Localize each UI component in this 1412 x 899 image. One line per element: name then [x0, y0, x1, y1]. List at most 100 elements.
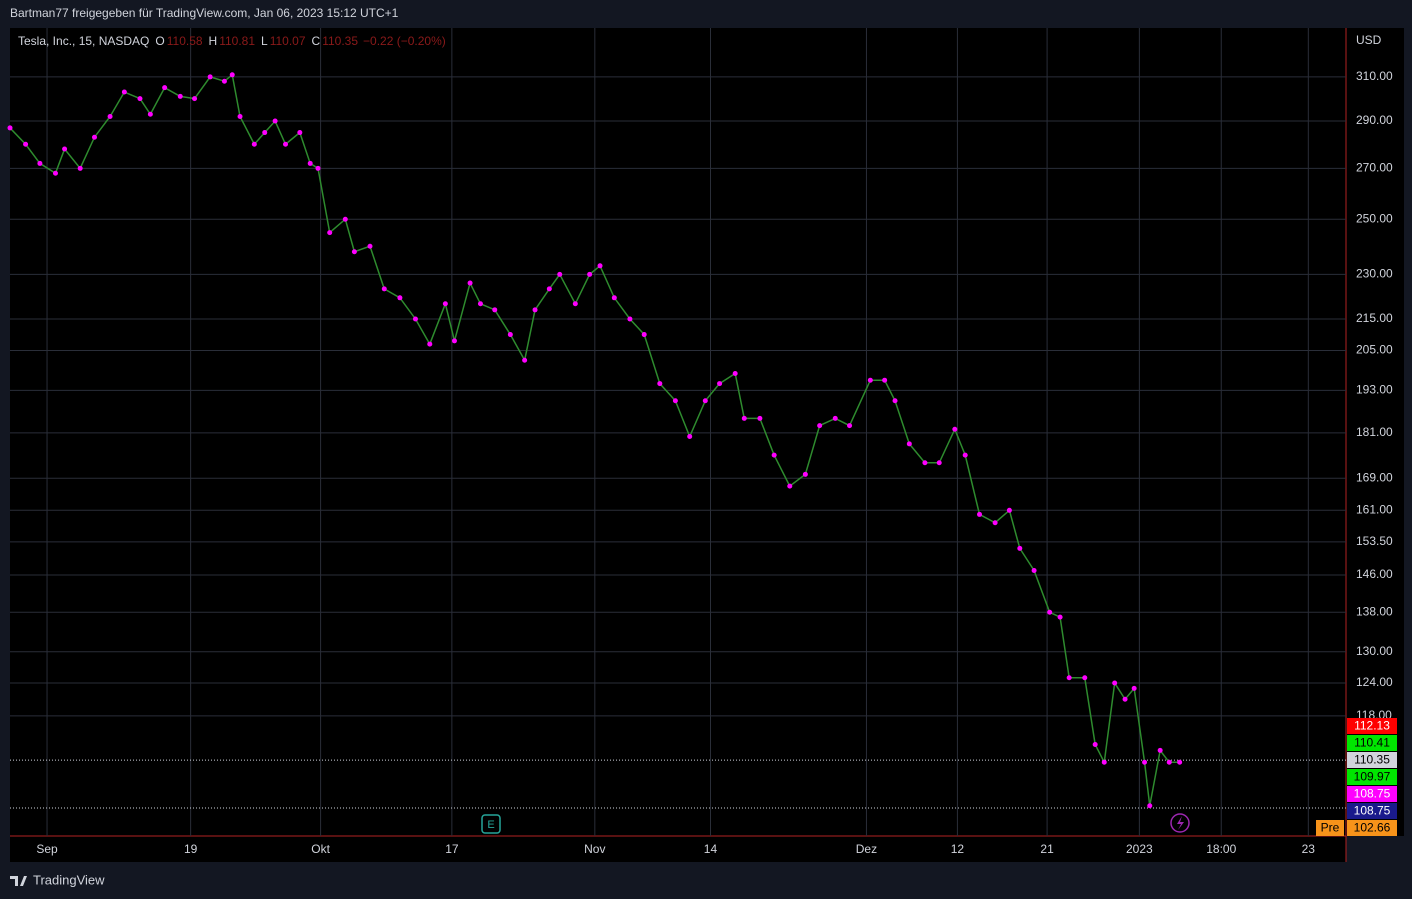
- trend-dot: [657, 381, 663, 387]
- legend-item: 110.07: [270, 34, 306, 48]
- y-tick-label: 130.00: [1356, 644, 1393, 658]
- trend-dot: [62, 146, 68, 152]
- legend-item: 110.35: [322, 34, 358, 48]
- trend-dot: [532, 307, 538, 313]
- trend-dot: [771, 452, 777, 458]
- trend-dot: [1142, 759, 1148, 765]
- trend-dot: [192, 96, 198, 102]
- trend-dot: [1177, 759, 1183, 765]
- tradingview-logo[interactable]: TradingView: [10, 872, 105, 887]
- trend-dot: [77, 165, 83, 171]
- trend-dot: [251, 141, 257, 147]
- trend-dot: [611, 295, 617, 301]
- price-tag: [1347, 718, 1397, 734]
- price-tag-label: 109.97: [1354, 770, 1391, 784]
- trend-dot: [572, 301, 578, 307]
- legend-item: Tesla, Inc., 15, NASDAQ: [18, 34, 149, 48]
- x-tick-label: Okt: [311, 842, 330, 856]
- y-tick-label: 161.00: [1356, 502, 1393, 516]
- trend-dot: [1101, 759, 1107, 765]
- trend-dot: [962, 452, 968, 458]
- split-icon[interactable]: [1170, 813, 1190, 833]
- trend-dot: [177, 93, 183, 99]
- y-tick-label: 138.00: [1356, 604, 1393, 618]
- trend-dot: [867, 377, 873, 383]
- x-tick-label: 2023: [1126, 842, 1153, 856]
- trend-dot: [381, 286, 387, 292]
- trend-dot: [307, 160, 313, 166]
- brand: TradingView: [33, 872, 105, 887]
- trend-dot: [741, 415, 747, 421]
- price-tag: [1347, 786, 1397, 802]
- price-tag: [1347, 769, 1397, 785]
- trend-dot: [52, 170, 58, 176]
- trend-dot: [37, 160, 43, 166]
- trend-dot: [427, 341, 433, 347]
- earnings-icon[interactable]: E: [481, 814, 501, 834]
- trend-dot: [221, 78, 227, 84]
- price-tag-label: 108.75: [1354, 787, 1391, 801]
- trend-dot: [597, 263, 603, 269]
- trend-dot: [936, 460, 942, 466]
- trend-dot: [237, 113, 243, 119]
- session-label: Pre: [1321, 821, 1340, 835]
- trend-dot: [315, 165, 321, 171]
- trend-dot: [546, 286, 552, 292]
- plot-area: [10, 28, 1346, 836]
- x-tick-label: 19: [184, 842, 198, 856]
- price-tag-label: 110.41: [1354, 736, 1390, 750]
- trend-dot: [283, 141, 289, 147]
- trend-dot: [107, 113, 113, 119]
- x-tick-label: Nov: [584, 842, 605, 856]
- trend-dot: [367, 243, 373, 249]
- trend-dot: [1131, 685, 1137, 691]
- trend-dot: [23, 141, 29, 147]
- price-tag: [1347, 820, 1397, 836]
- trend-dot: [229, 72, 235, 78]
- trend-dot: [1092, 741, 1098, 747]
- trend-dot: [1031, 567, 1037, 573]
- y-tick-label: 290.00: [1356, 113, 1393, 127]
- trend-dot: [397, 295, 403, 301]
- trend-dot: [1147, 803, 1153, 809]
- trend-dot: [802, 471, 808, 477]
- price-tag-label: 110.35: [1354, 753, 1390, 767]
- trend-dot: [1166, 759, 1172, 765]
- overlay: [10, 759, 1346, 809]
- trend-dot: [922, 460, 928, 466]
- y-tick-label: 250.00: [1356, 211, 1393, 225]
- trend-dot: [1082, 675, 1088, 681]
- legend-item: 110.81: [219, 34, 255, 48]
- y-tick-label: 310.00: [1356, 69, 1393, 83]
- trend-dot: [992, 520, 998, 526]
- trend-dot: [91, 134, 97, 140]
- y-tick-label: 169.00: [1356, 470, 1393, 484]
- trend-dot: [1057, 614, 1063, 620]
- x-tick-label: 14: [704, 842, 718, 856]
- trend-dot: [702, 398, 708, 404]
- trend-dot: [1066, 675, 1072, 681]
- trend-dot: [121, 89, 127, 95]
- price-tag-label: 108.75: [1354, 804, 1391, 818]
- y-tick-label: 193.00: [1356, 383, 1393, 397]
- x-tick-label: 21: [1040, 842, 1054, 856]
- x-tick-label: 17: [445, 842, 459, 856]
- trend-dot: [412, 316, 418, 322]
- trend-dot: [717, 381, 723, 387]
- legend-item: O: [155, 34, 164, 48]
- trend-dot: [1047, 609, 1053, 615]
- trend-dot: [757, 415, 763, 421]
- trend-dot: [297, 130, 303, 136]
- trend-dot: [207, 74, 213, 80]
- trend-dot: [892, 398, 898, 404]
- y-tick-label: 205.00: [1356, 343, 1393, 357]
- trend-dot: [467, 280, 473, 286]
- trend-dot: [817, 423, 823, 429]
- trend-dot: [351, 249, 357, 255]
- legend-item: −0.22 (−0.20%): [363, 34, 446, 48]
- trend-dot: [832, 415, 838, 421]
- trend-dot: [627, 316, 633, 322]
- trend-dot: [327, 230, 333, 236]
